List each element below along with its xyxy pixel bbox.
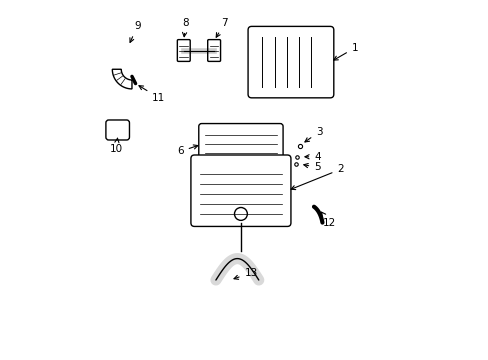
FancyBboxPatch shape bbox=[247, 26, 333, 98]
Text: 13: 13 bbox=[234, 268, 257, 279]
FancyBboxPatch shape bbox=[106, 120, 129, 140]
Text: 6: 6 bbox=[177, 145, 198, 157]
Text: 10: 10 bbox=[109, 138, 122, 154]
FancyBboxPatch shape bbox=[198, 123, 283, 165]
Text: 4: 4 bbox=[305, 152, 320, 162]
FancyBboxPatch shape bbox=[207, 40, 220, 62]
Text: 5: 5 bbox=[303, 162, 320, 172]
Text: 1: 1 bbox=[333, 43, 358, 60]
Text: 11: 11 bbox=[139, 86, 165, 103]
Polygon shape bbox=[112, 69, 132, 89]
Text: 9: 9 bbox=[130, 21, 141, 42]
Text: 7: 7 bbox=[216, 18, 228, 37]
Text: 2: 2 bbox=[290, 164, 343, 190]
Text: 12: 12 bbox=[321, 212, 336, 228]
Text: 8: 8 bbox=[182, 18, 188, 37]
Text: 3: 3 bbox=[305, 127, 322, 142]
FancyBboxPatch shape bbox=[190, 155, 290, 226]
Circle shape bbox=[234, 207, 247, 220]
FancyBboxPatch shape bbox=[177, 40, 190, 62]
